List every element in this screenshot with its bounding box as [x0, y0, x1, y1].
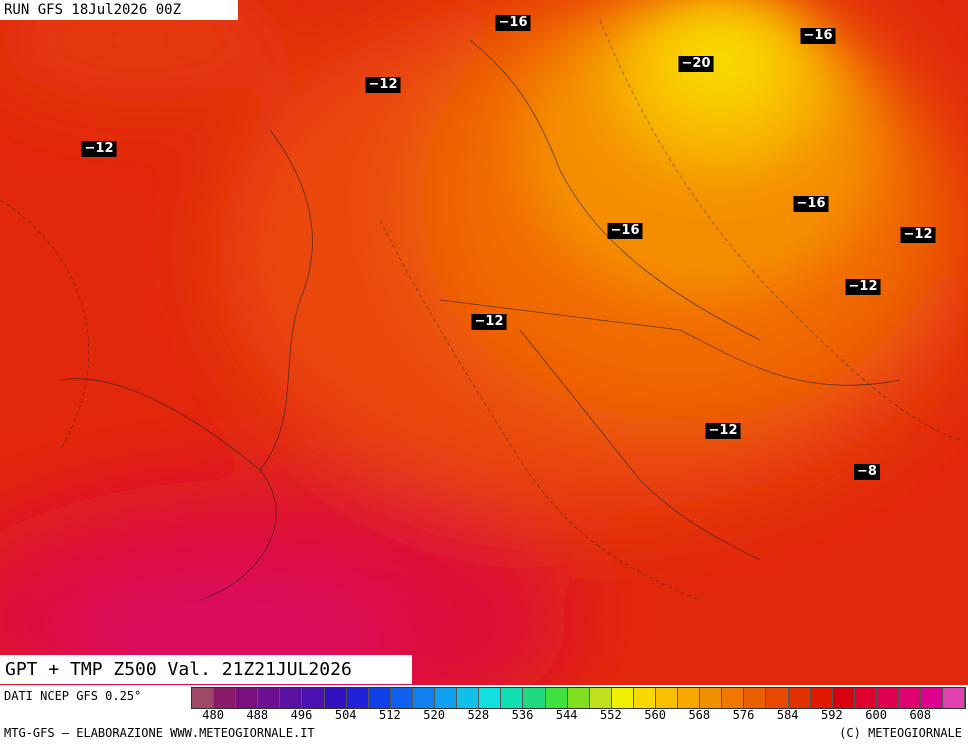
color-swatch: [766, 688, 789, 708]
color-swatch: [324, 688, 347, 708]
color-swatch: [258, 688, 281, 708]
colorbar: [191, 687, 967, 709]
color-swatch: [214, 688, 237, 708]
color-swatch: [192, 688, 215, 708]
color-swatch: [479, 688, 502, 708]
contour-label: −16: [793, 196, 829, 212]
colorbar-tick-label: 536: [511, 708, 534, 722]
color-swatch: [854, 688, 877, 708]
color-swatch: [412, 688, 436, 708]
colorbar-tick-label: 560: [644, 708, 666, 722]
run-label: RUN GFS 18Jul2026 00Z: [0, 0, 238, 20]
credit-right: (C) METEOGIORNALE: [839, 726, 962, 740]
data-source: DATI NCEP GFS 0.25°: [4, 689, 142, 703]
color-swatch: [876, 688, 899, 708]
color-swatch: [523, 688, 546, 708]
contour-label: −8: [854, 464, 880, 480]
colorbar-tick-label: 600: [865, 708, 887, 722]
colorbar-tick-label: 584: [776, 708, 799, 722]
color-swatch: [611, 688, 634, 708]
color-swatch: [810, 688, 833, 708]
contour-label: −12: [471, 314, 507, 330]
colorbar-tick-label: 608: [909, 708, 932, 722]
credit-left: MTG-GFS — ELABORAZIONE WWW.METEOGIORNALE…: [4, 726, 315, 740]
colorbar-tick-label: 544: [555, 708, 578, 722]
color-swatch: [457, 688, 480, 708]
color-swatch: [744, 688, 767, 708]
color-swatch: [435, 688, 458, 708]
color-swatch: [678, 688, 701, 708]
contour-label: −12: [900, 227, 936, 243]
color-swatch: [236, 688, 259, 708]
color-swatch: [501, 688, 524, 708]
color-swatch: [368, 688, 391, 708]
color-swatch: [390, 688, 413, 708]
colorbar-tick-label: 576: [732, 708, 755, 722]
color-swatch: [943, 688, 966, 708]
contour-label: −16: [607, 223, 643, 239]
color-swatch: [921, 688, 944, 708]
contour-label: −16: [800, 28, 836, 44]
colorbar-tick-label: 592: [821, 708, 843, 722]
colorbar-tick-label: 480: [202, 708, 224, 722]
map-title: GPT + TMP Z500 Val. 21Z21JUL2026: [0, 655, 412, 684]
color-swatch: [899, 688, 922, 708]
color-swatch: [346, 688, 369, 708]
colorbar-tick-label: 504: [334, 708, 357, 722]
color-swatch: [302, 688, 325, 708]
color-swatch: [545, 688, 568, 708]
colorbar-tick-label: 552: [600, 708, 622, 722]
color-swatch: [280, 688, 303, 708]
contour-label: −12: [845, 279, 881, 295]
colorbar-tick-label: 496: [290, 708, 313, 722]
contour-label: −16: [495, 15, 531, 31]
colorbar-tick-label: 520: [423, 708, 445, 722]
color-swatch: [589, 688, 612, 708]
colorbar-tick-label: 568: [688, 708, 711, 722]
colorbar-tick-label: 488: [246, 708, 269, 722]
color-swatch: [655, 688, 679, 708]
colorbar-tick-label: 528: [467, 708, 490, 722]
color-swatch: [700, 688, 723, 708]
color-swatch: [832, 688, 855, 708]
color-swatch: [788, 688, 811, 708]
contour-label: −12: [365, 77, 401, 93]
map: [0, 0, 968, 685]
color-swatch: [567, 688, 590, 708]
color-swatch: [633, 688, 656, 708]
colorbar-tick-label: 512: [379, 708, 401, 722]
contour-label: −20: [678, 56, 714, 72]
color-swatch: [722, 688, 745, 708]
contour-label: −12: [81, 141, 117, 157]
contour-label: −12: [705, 423, 741, 439]
